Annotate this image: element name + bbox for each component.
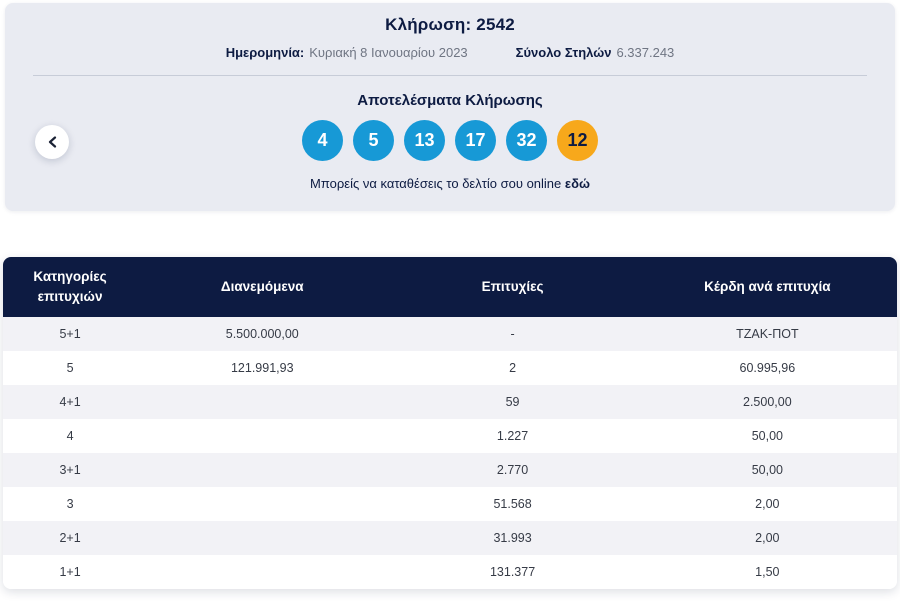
play-online-label: Μπορείς να καταθέσεις το δελτίο σου onli… — [310, 176, 562, 191]
category-cell: 3 — [66, 497, 74, 511]
winners-cell: 59 — [505, 395, 520, 409]
total-columns-label: Σύνολο Στηλών — [515, 45, 612, 60]
column-header-categories: Κατηγορίες επιτυχιών — [33, 269, 107, 304]
previous-draw-button[interactable] — [35, 125, 69, 159]
column-header-winners: Επιτυχίες — [481, 279, 544, 295]
distributed-cell: 5.500.000,00 — [225, 327, 299, 341]
draw-number-title: Κλήρωση: 2542 — [385, 15, 515, 34]
winnings-cell: 60.995,96 — [739, 361, 796, 375]
category-cell: 1+1 — [59, 565, 81, 579]
winnings-cell: 2,00 — [755, 531, 780, 545]
table-header-row: Κατηγορίες επιτυχιών Διανεμόμενα Επιτυχί… — [3, 257, 897, 317]
winners-cell: 2.770 — [496, 463, 529, 477]
winners-cell: 51.568 — [493, 497, 532, 511]
date-value: Κυριακή 8 Ιανουαρίου 2023 — [309, 45, 468, 60]
table-row: 4 1.227 50,00 — [3, 419, 897, 453]
play-online-link[interactable]: εδώ — [564, 176, 590, 191]
winning-number-ball: 17 — [455, 120, 496, 161]
draw-meta-row: Ημερομηνία: Κυριακή 8 Ιανουαρίου 2023 Σύν… — [5, 45, 895, 61]
table-row: 3 51.568 2,00 — [3, 487, 897, 521]
winners-cell: 31.993 — [493, 531, 532, 545]
winnings-cell: 50,00 — [751, 429, 783, 443]
table-row: 4+1 59 2.500,00 — [3, 385, 897, 419]
chevron-left-icon — [48, 136, 57, 148]
draw-date: Ημερομηνία: Κυριακή 8 Ιανουαρίου 2023 — [226, 45, 468, 61]
category-cell: 3+1 — [59, 463, 81, 477]
winnings-cell: 2,00 — [755, 497, 780, 511]
category-cell: 2+1 — [59, 531, 81, 545]
winning-number-ball: 4 — [302, 120, 343, 161]
column-header-distributed: Διανεμόμενα — [220, 279, 304, 295]
winning-number-ball: 5 — [353, 120, 394, 161]
date-label: Ημερομηνία: — [225, 45, 305, 60]
table-row: 5+1 5.500.000,00 - ΤΖΑΚ-ΠΟΤ — [3, 317, 897, 351]
winnings-cell: 50,00 — [751, 463, 783, 477]
winners-cell: 1.227 — [496, 429, 529, 443]
draw-results-heading: Αποτελέσματα Κλήρωσης — [357, 92, 543, 109]
draw-summary-card: Κλήρωση: 2542 Ημερομηνία: Κυριακή 8 Ιανου… — [5, 3, 895, 211]
category-cell: 4+1 — [59, 395, 81, 409]
play-online-text: Μπορείς να καταθέσεις το δελτίο σου onli… — [5, 176, 895, 191]
winnings-cell: ΤΖΑΚ-ΠΟΤ — [736, 327, 799, 341]
category-cell: 5 — [66, 361, 74, 375]
table-row: 5 121.991,93 2 60.995,96 — [3, 351, 897, 385]
column-header-winnings-per-winner: Κέρδη ανά επιτυχία — [704, 279, 831, 295]
bonus-number-ball: 12 — [557, 120, 598, 161]
table-row: 2+1 31.993 2,00 — [3, 521, 897, 555]
winners-cell: 2 — [509, 361, 517, 375]
winners-cell: 131.377 — [489, 565, 536, 579]
winnings-cell: 2.500,00 — [743, 395, 792, 409]
winners-cell: - — [510, 327, 515, 341]
winning-number-ball: 32 — [506, 120, 547, 161]
winnings-cell: 1,50 — [755, 565, 780, 579]
winning-number-ball: 13 — [404, 120, 445, 161]
table-row: 3+1 2.770 50,00 — [3, 453, 897, 487]
total-columns-value: 6.337.243 — [616, 45, 675, 60]
card-divider — [33, 75, 867, 76]
prize-tiers-table: Κατηγορίες επιτυχιών Διανεμόμενα Επιτυχί… — [3, 257, 897, 589]
distributed-cell: 121.991,93 — [230, 361, 294, 375]
category-cell: 5+1 — [59, 327, 81, 341]
total-columns: Σύνολο Στηλών 6.337.243 — [516, 45, 675, 61]
table-row: 1+1 131.377 1,50 — [3, 555, 897, 589]
category-cell: 4 — [66, 429, 74, 443]
winning-numbers-row: 4 5 13 17 32 12 — [5, 120, 895, 161]
